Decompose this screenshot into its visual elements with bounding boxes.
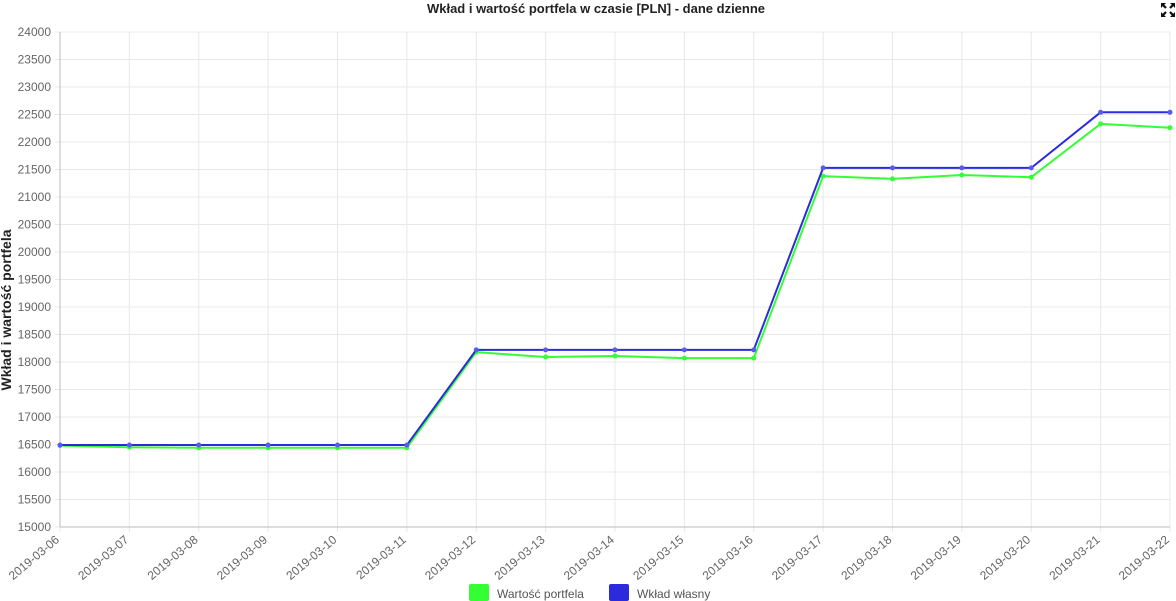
data-point[interactable] [543, 347, 549, 353]
data-point[interactable] [1167, 125, 1173, 131]
data-point[interactable] [1098, 109, 1104, 115]
x-tick-label: 2019-03-21 [1047, 532, 1103, 582]
y-tick-label: 24000 [18, 25, 52, 39]
expand-icon[interactable] [1160, 2, 1176, 18]
y-tick-label: 18000 [18, 355, 52, 369]
y-tick-label: 17500 [18, 383, 52, 397]
x-tick-label: 2019-03-15 [630, 532, 686, 582]
x-axis-ticks: 2019-03-06 2019-03-07 2019-03-08 2019-03-09… [6, 532, 1172, 582]
y-tick-label: 23000 [18, 80, 52, 94]
data-point[interactable] [612, 347, 618, 353]
x-tick-label: 2019-03-12 [422, 532, 478, 582]
x-tick-label: 2019-03-13 [492, 532, 548, 582]
chart-title: Wkład i wartość portfela w czasie [PLN] … [427, 1, 765, 16]
y-tick-label: 19500 [18, 273, 52, 287]
x-tick-label: 2019-03-17 [769, 532, 825, 582]
x-tick-label: 2019-03-19 [908, 532, 964, 582]
y-tick-label: 22500 [18, 108, 52, 122]
y-tick-label: 20000 [18, 245, 52, 259]
data-point[interactable] [1028, 174, 1034, 180]
x-tick-label: 2019-03-08 [145, 532, 201, 582]
x-tick-label: 2019-03-14 [561, 532, 617, 582]
x-tick-label: 2019-03-06 [6, 532, 62, 582]
x-tick-label: 2019-03-18 [838, 532, 894, 582]
data-point[interactable] [820, 173, 826, 179]
legend-label-wartosc[interactable]: Wartość portfela [497, 587, 584, 601]
x-tick-label: 2019-03-22 [1116, 532, 1172, 582]
y-tick-label: 23500 [18, 53, 52, 67]
x-tick-label: 2019-03-10 [283, 532, 339, 582]
data-point[interactable] [751, 347, 757, 353]
y-tick-label: 16000 [18, 465, 52, 479]
x-tick-label: 2019-03-07 [75, 532, 131, 582]
data-point[interactable] [196, 442, 202, 448]
y-axis-ticks: 24000 23500 23000 22500 22000 21500 21000 20500… [18, 25, 52, 534]
legend-swatch-wklad[interactable] [609, 584, 629, 601]
data-point[interactable] [751, 355, 757, 361]
data-point[interactable] [335, 442, 340, 448]
data-point[interactable] [1098, 121, 1104, 127]
data-point[interactable] [681, 347, 687, 353]
legend-label-wklad[interactable]: Wkład własny [637, 587, 710, 601]
data-point[interactable] [473, 347, 479, 353]
y-tick-label: 19000 [18, 300, 52, 314]
legend[interactable]: Wartość portfela Wkład własny [469, 584, 710, 601]
x-tick-label: 2019-03-09 [214, 532, 270, 582]
data-point[interactable] [57, 442, 63, 448]
x-tick-label: 2019-03-20 [977, 532, 1033, 582]
y-tick-label: 15500 [18, 493, 52, 507]
legend-swatch-wartosc[interactable] [469, 584, 489, 601]
series-layer [57, 109, 1173, 451]
y-axis-label: Wkład i wartość portfela [0, 229, 14, 390]
data-point[interactable] [959, 172, 965, 178]
data-point[interactable] [1028, 165, 1034, 171]
y-tick-label: 21500 [18, 163, 52, 177]
y-tick-label: 22000 [18, 135, 52, 149]
y-tick-label: 16500 [18, 438, 52, 452]
y-tick-label: 20500 [18, 218, 52, 232]
data-point[interactable] [265, 442, 271, 448]
data-point[interactable] [126, 442, 132, 448]
y-tick-label: 18500 [18, 328, 52, 342]
data-point[interactable] [890, 165, 895, 171]
data-point[interactable] [681, 355, 687, 361]
grid [55, 31, 1171, 532]
x-tick-label: 2019-03-16 [700, 532, 756, 582]
data-point[interactable] [1167, 109, 1173, 115]
data-point[interactable] [543, 354, 549, 360]
data-point[interactable] [890, 176, 895, 182]
x-tick-label: 2019-03-11 [353, 532, 409, 582]
data-point[interactable] [820, 165, 826, 171]
data-point[interactable] [612, 353, 618, 359]
data-point[interactable] [404, 442, 410, 448]
y-tick-label: 15000 [18, 520, 52, 534]
y-tick-label: 17000 [18, 410, 52, 424]
y-tick-label: 21000 [18, 190, 52, 204]
data-point[interactable] [959, 165, 965, 171]
